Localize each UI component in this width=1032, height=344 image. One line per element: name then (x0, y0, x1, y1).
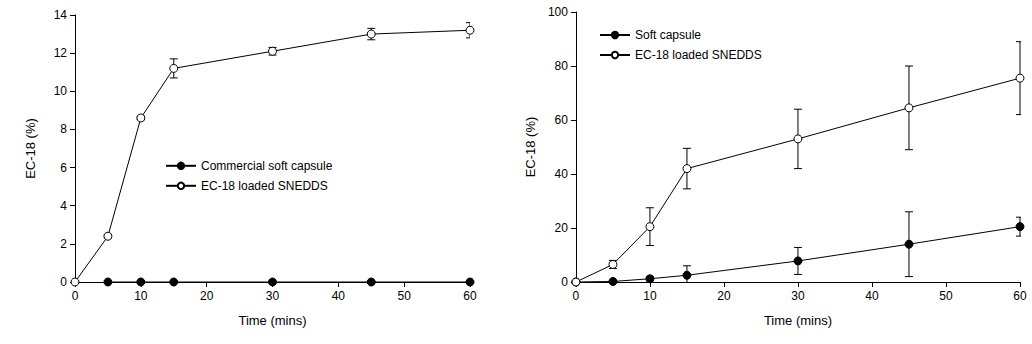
svg-text:8: 8 (60, 122, 67, 136)
svg-text:Commercial soft capsule: Commercial soft capsule (201, 159, 333, 173)
svg-text:50: 50 (397, 289, 411, 303)
svg-text:10: 10 (54, 84, 68, 98)
svg-text:2: 2 (60, 237, 67, 251)
svg-text:60: 60 (1013, 289, 1027, 303)
svg-text:Time (mins): Time (mins) (238, 313, 306, 328)
svg-text:14: 14 (54, 8, 68, 22)
svg-text:EC-18 loaded SNEDDS: EC-18 loaded SNEDDS (201, 179, 328, 193)
svg-text:Time (mins): Time (mins) (764, 313, 832, 328)
svg-text:0: 0 (573, 289, 580, 303)
svg-text:0: 0 (561, 275, 568, 289)
svg-text:20: 20 (555, 221, 569, 235)
svg-text:10: 10 (134, 289, 148, 303)
svg-text:Soft capsule: Soft capsule (635, 28, 701, 42)
svg-text:100: 100 (548, 5, 568, 19)
svg-text:6: 6 (60, 161, 67, 175)
svg-text:0: 0 (60, 275, 67, 289)
svg-text:0: 0 (72, 289, 79, 303)
svg-text:80: 80 (555, 59, 569, 73)
svg-text:30: 30 (791, 289, 805, 303)
svg-text:50: 50 (939, 289, 953, 303)
svg-text:EC-18 (%): EC-18 (%) (23, 118, 38, 179)
svg-text:EC-18 (%): EC-18 (%) (523, 117, 538, 178)
svg-text:60: 60 (555, 113, 569, 127)
svg-text:20: 20 (200, 289, 214, 303)
svg-text:30: 30 (266, 289, 280, 303)
svg-text:12: 12 (54, 46, 68, 60)
svg-text:20: 20 (717, 289, 731, 303)
svg-text:40: 40 (865, 289, 879, 303)
svg-text:40: 40 (332, 289, 346, 303)
svg-text:10: 10 (643, 289, 657, 303)
svg-text:EC-18 loaded SNEDDS: EC-18 loaded SNEDDS (635, 48, 762, 62)
svg-text:60: 60 (463, 289, 477, 303)
svg-text:4: 4 (60, 199, 67, 213)
svg-text:40: 40 (555, 167, 569, 181)
